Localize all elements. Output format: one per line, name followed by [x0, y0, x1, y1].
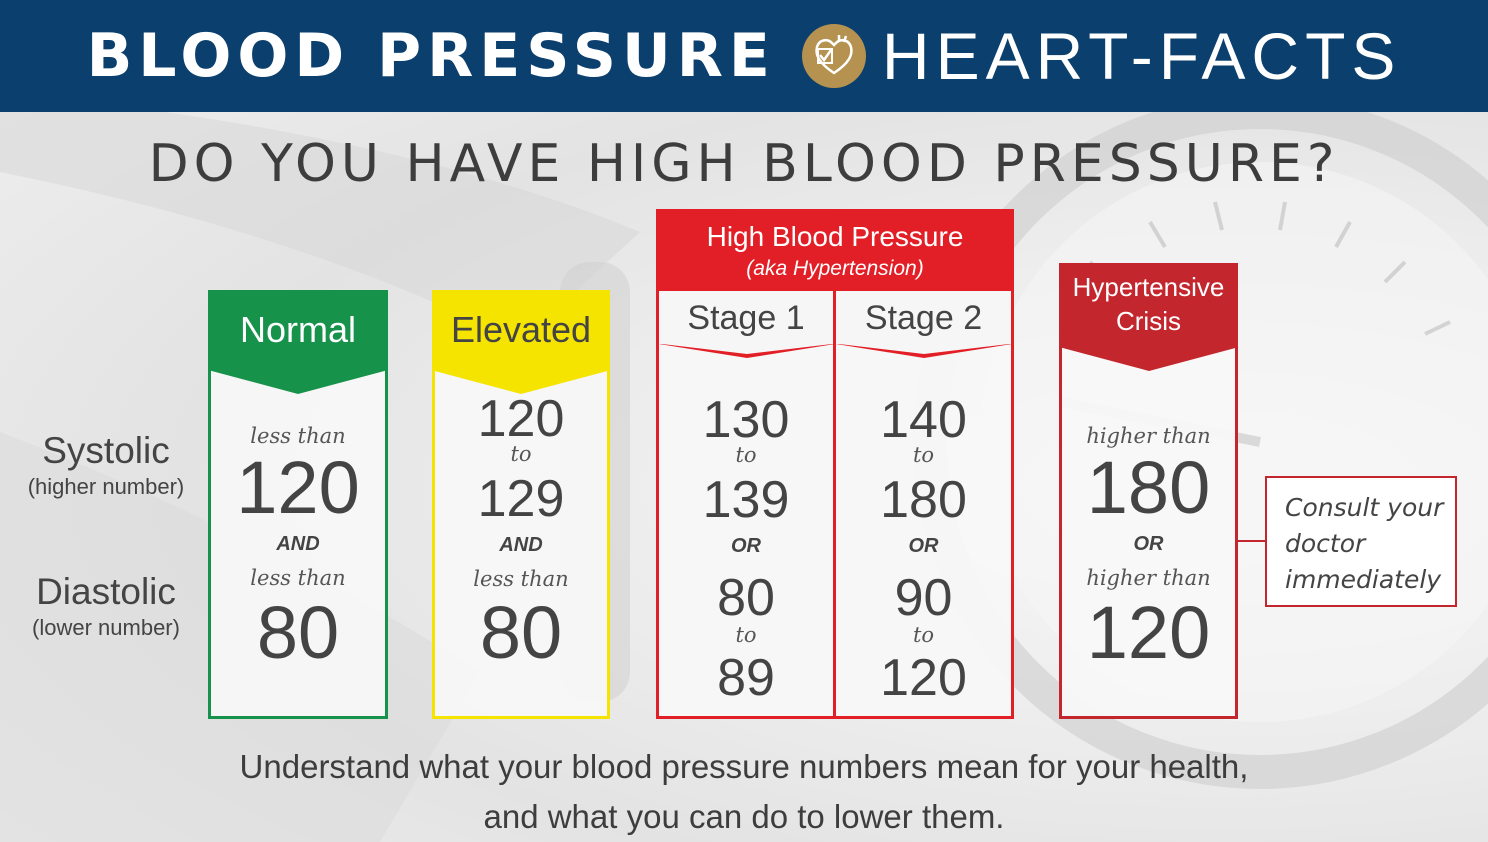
category-stage-1: 130 to 139 OR 80 to 89 — [656, 291, 836, 719]
category-title-line-2: Crisis — [1116, 306, 1181, 336]
footer-line-1: Understand what your blood pressure numb… — [239, 748, 1249, 785]
conjunction: AND — [499, 534, 543, 556]
diastolic-prefix: higher than — [1086, 566, 1211, 590]
systolic-to: 129 — [477, 470, 565, 528]
category-header: Elevated — [432, 290, 610, 370]
systolic-label-group: Systolic (higher number) — [6, 430, 206, 500]
diastolic-from: 80 — [717, 569, 775, 627]
category-title-line-1: Hypertensive — [1072, 272, 1225, 303]
conjunction: OR — [908, 535, 939, 557]
category-title: Normal — [239, 309, 356, 351]
conjunction: OR — [731, 535, 761, 557]
page-title: DO YOU HAVE HIGH BLOOD PRESSURE? — [148, 134, 1340, 194]
diastolic-prefix: less than — [250, 566, 346, 590]
stage-2-chevron-inner — [839, 344, 1009, 354]
diastolic-to-word: to — [735, 623, 757, 647]
systolic-prefix: higher than — [1086, 424, 1211, 448]
systolic-value: 180 — [1086, 446, 1211, 529]
note-line-2: doctor — [1285, 529, 1366, 558]
banner-title-right: HEART-FACTS — [881, 19, 1402, 93]
systolic-from: 130 — [702, 391, 790, 449]
footer-line-2: and what you can do to lower them. — [483, 798, 1005, 835]
diastolic-to: 120 — [880, 649, 967, 707]
stage-1-title: Stage 1 — [687, 298, 805, 337]
high-blood-pressure-subtitle: (aka Hypertension) — [746, 257, 924, 280]
category-stage-2: 140 to 180 OR 90 to 120 — [833, 291, 1014, 719]
systolic-from: 120 — [477, 390, 565, 448]
category-elevated: Elevated 120 to 129 AND less than 80 — [432, 290, 610, 719]
systolic-value: 120 — [236, 446, 360, 529]
systolic-to-word: to — [510, 442, 532, 466]
stage-1-chevron-inner — [662, 344, 832, 354]
category-hypertensive-crisis: Hypertensive Crisis higher than 180 OR h… — [1059, 263, 1238, 719]
systolic-to-word: to — [912, 443, 935, 467]
note-connector — [1237, 540, 1265, 542]
systolic-sublabel: (higher number) — [27, 474, 185, 499]
high-blood-pressure-title: High Blood Pressure — [706, 221, 964, 252]
systolic-label: Systolic — [42, 430, 170, 471]
category-header: Hypertensive Crisis — [1059, 263, 1238, 347]
diastolic-from: 90 — [894, 569, 953, 627]
diastolic-value: 80 — [479, 591, 563, 674]
conjunction: AND — [276, 533, 320, 555]
note-line-3: immediately — [1285, 565, 1442, 594]
stage-2-title: Stage 2 — [864, 298, 983, 337]
systolic-to-word: to — [735, 443, 757, 467]
high-blood-pressure-header: High Blood Pressure (aka Hypertension) — [656, 209, 1014, 291]
diastolic-label: Diastolic — [36, 571, 176, 612]
diastolic-label-group: Diastolic (lower number) — [6, 571, 206, 641]
systolic-to: 180 — [880, 471, 967, 529]
systolic-from: 140 — [880, 391, 967, 449]
consult-doctor-note: Consult your doctor immediately — [1265, 476, 1457, 607]
diastolic-prefix: less than — [473, 567, 569, 591]
diastolic-to-word: to — [912, 623, 935, 647]
category-header: Normal — [208, 290, 388, 370]
diastolic-value: 120 — [1086, 591, 1211, 674]
footer-text: Understand what your blood pressure numb… — [0, 742, 1488, 842]
diastolic-value: 80 — [256, 591, 340, 674]
note-line-1: Consult your — [1285, 493, 1444, 522]
stage-2-header: Stage 2 — [836, 291, 1011, 345]
category-normal: Normal less than 120 AND less than 80 — [208, 290, 388, 719]
diastolic-to: 89 — [717, 649, 775, 707]
conjunction: OR — [1133, 533, 1164, 555]
banner-title-left: BLOOD PRESSURE — [86, 21, 776, 91]
category-title: Elevated — [450, 309, 592, 351]
stage-1-header: Stage 1 — [659, 291, 833, 345]
systolic-to: 139 — [702, 471, 790, 529]
title-banner: BLOOD PRESSURE HEART-FACTS — [0, 0, 1488, 112]
heart-check-icon — [801, 24, 866, 88]
diastolic-sublabel: (lower number) — [32, 615, 180, 640]
systolic-prefix: less than — [250, 424, 346, 448]
